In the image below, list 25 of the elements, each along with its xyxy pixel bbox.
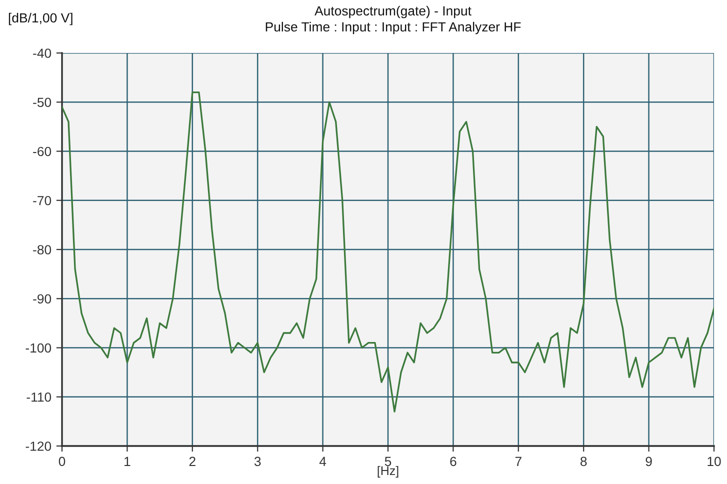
y-tick-label: -80: [33, 245, 52, 254]
x-tick-label: 0: [58, 456, 66, 466]
x-tick-label: 4: [319, 456, 326, 466]
y-tick-label: -70: [33, 196, 52, 206]
x-tick-label: 8: [580, 456, 587, 466]
x-axis-title: [Hz]: [378, 466, 398, 478]
x-tick-label: 6: [450, 456, 456, 466]
y-tick-label: -60: [33, 146, 52, 156]
y-tick-label: -120: [26, 442, 52, 451]
y-tick-label: -90: [33, 294, 52, 304]
x-tick-label: 9: [646, 456, 652, 466]
y-tick-label: -110: [26, 392, 52, 402]
x-tick-label: 2: [189, 456, 196, 466]
y-tick-label: -50: [33, 98, 52, 108]
chart-subtitle: Pulse Time : Input : Input : FFT Analyzer HF: [266, 22, 521, 34]
line-series: [62, 91, 714, 412]
chart-title: Autospectrum(gate) - Input: [314, 6, 472, 18]
x-tick-label: 3: [254, 456, 261, 466]
x-tick-label: 10: [708, 456, 721, 466]
y-axis-title: [dB/1,00 V]: [8, 12, 72, 26]
x-tick-label: 7: [515, 456, 522, 466]
x-tick-label: 1: [124, 456, 130, 466]
y-tick-label: -40: [33, 48, 52, 58]
x-tick-label: 5: [384, 456, 392, 466]
y-tick-label: -100: [26, 343, 52, 353]
